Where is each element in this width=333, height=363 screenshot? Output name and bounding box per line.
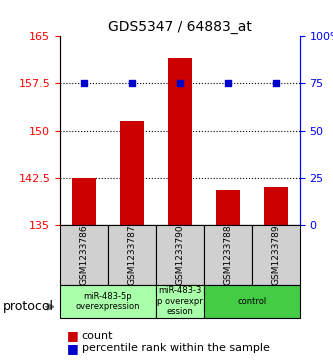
Bar (264, 187, 288, 225)
Text: ■: ■ (67, 329, 78, 342)
FancyBboxPatch shape (60, 225, 108, 285)
Text: GSM1233786: GSM1233786 (79, 225, 89, 285)
Text: miR-483-3
p overexpr
ession: miR-483-3 p overexpr ession (157, 286, 203, 316)
FancyBboxPatch shape (156, 225, 204, 285)
FancyBboxPatch shape (204, 225, 252, 285)
FancyBboxPatch shape (156, 285, 204, 318)
Title: GDS5347 / 64883_at: GDS5347 / 64883_at (108, 20, 252, 34)
Text: GSM1233790: GSM1233790 (175, 225, 184, 285)
Point (129, 81, 135, 86)
Text: GSM1233787: GSM1233787 (127, 225, 137, 285)
Text: GSM1233788: GSM1233788 (223, 225, 232, 285)
Text: ■: ■ (67, 342, 78, 355)
Text: control: control (237, 297, 266, 306)
Bar (168, 58, 192, 225)
Point (273, 81, 278, 86)
Text: count: count (82, 331, 113, 341)
FancyBboxPatch shape (60, 285, 156, 318)
Bar (120, 121, 144, 225)
Bar (72, 178, 96, 225)
FancyBboxPatch shape (204, 285, 300, 318)
Bar (216, 191, 240, 225)
Text: GSM1233789: GSM1233789 (271, 225, 280, 285)
Point (225, 81, 230, 86)
Text: miR-483-5p
overexpression: miR-483-5p overexpression (76, 291, 140, 311)
Point (177, 81, 182, 86)
Text: protocol: protocol (3, 300, 54, 313)
FancyBboxPatch shape (108, 225, 156, 285)
FancyBboxPatch shape (252, 225, 300, 285)
Point (81, 81, 87, 86)
Text: percentile rank within the sample: percentile rank within the sample (82, 343, 269, 354)
